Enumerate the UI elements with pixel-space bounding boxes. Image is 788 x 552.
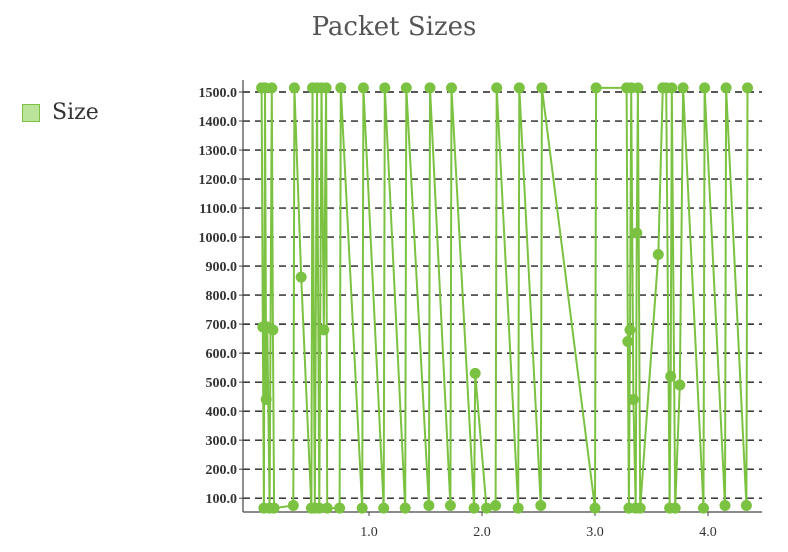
data-point [481, 502, 492, 514]
data-point [632, 82, 644, 94]
x-tick-label: 1.0 [360, 525, 378, 540]
data-point [399, 502, 411, 514]
legend-label: Size [52, 100, 99, 125]
y-tick-label: 600.0 [206, 347, 238, 362]
data-point [536, 82, 548, 94]
data-point [321, 502, 333, 514]
data-point [666, 82, 678, 94]
data-point [267, 324, 279, 336]
data-point [590, 82, 602, 94]
data-point [698, 502, 709, 514]
data-point [334, 502, 346, 514]
data-point [624, 324, 636, 336]
data-point [669, 502, 681, 514]
data-point [446, 82, 457, 94]
y-tick-label: 1100.0 [199, 202, 237, 217]
data-point [444, 500, 456, 511]
data-point [320, 82, 332, 94]
data-point [266, 82, 278, 94]
y-tick-label: 500.0 [206, 376, 238, 391]
legend: Size [22, 100, 99, 125]
data-point [627, 394, 639, 405]
data-point [469, 367, 481, 379]
data-point [268, 502, 280, 514]
y-tick-label: 1300.0 [199, 144, 238, 159]
chart-title: Packet Sizes [311, 12, 477, 42]
data-point [513, 82, 525, 94]
y-tick-label: 300.0 [206, 434, 238, 449]
data-point [665, 370, 677, 382]
data-point [287, 500, 299, 511]
data-point [512, 502, 524, 514]
y-tick-label: 700.0 [206, 318, 238, 333]
data-point [622, 336, 634, 347]
data-point [356, 502, 368, 514]
data-point [652, 249, 664, 260]
data-point [719, 500, 731, 511]
data-point [589, 502, 601, 514]
data-point [674, 379, 686, 391]
x-tick-label: 4.0 [699, 525, 717, 540]
data-point [491, 82, 503, 94]
data-point [288, 82, 300, 94]
series-line-size [260, 86, 749, 510]
data-point [357, 82, 369, 94]
data-point [740, 500, 752, 511]
data-point [379, 82, 391, 94]
data-point [535, 500, 547, 511]
data-point [742, 82, 753, 94]
y-tick-label: 1500.0 [199, 86, 238, 101]
data-point [634, 502, 646, 514]
y-tick-label: 1200.0 [199, 173, 238, 188]
data-point [468, 502, 480, 514]
data-point [260, 394, 272, 405]
y-tick-label: 800.0 [206, 289, 238, 304]
data-point [423, 500, 435, 511]
data-point [631, 227, 643, 239]
data-point [400, 82, 412, 94]
y-tick-label: 900.0 [206, 260, 238, 275]
data-point [699, 82, 711, 94]
y-tick-label: 200.0 [206, 463, 238, 478]
data-point [490, 500, 502, 511]
data-point [378, 502, 390, 514]
y-tick-label: 1400.0 [199, 115, 238, 130]
y-tick-label: 1000.0 [199, 231, 238, 246]
x-tick-label: 2.0 [473, 525, 491, 540]
data-point [295, 271, 307, 283]
data-point [720, 82, 732, 94]
data-point [677, 82, 689, 94]
data-point [313, 502, 325, 514]
x-tick-label: 3.0 [586, 525, 604, 540]
data-point [424, 82, 436, 94]
data-point [335, 82, 347, 94]
legend-swatch [22, 103, 40, 122]
y-tick-label: 400.0 [206, 405, 238, 420]
y-tick-label: 100.0 [206, 492, 238, 507]
data-point [318, 324, 330, 336]
